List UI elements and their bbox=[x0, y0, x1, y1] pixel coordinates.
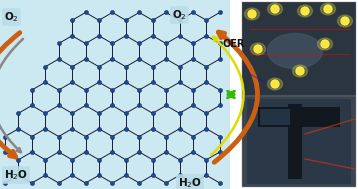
Circle shape bbox=[324, 5, 332, 13]
Ellipse shape bbox=[267, 3, 282, 15]
FancyArrowPatch shape bbox=[214, 32, 258, 162]
Ellipse shape bbox=[292, 65, 308, 77]
FancyArrowPatch shape bbox=[211, 37, 243, 155]
Circle shape bbox=[301, 7, 309, 15]
Polygon shape bbox=[0, 0, 230, 189]
Ellipse shape bbox=[245, 8, 260, 20]
Circle shape bbox=[271, 5, 279, 13]
Text: O$_2$: O$_2$ bbox=[4, 10, 19, 24]
FancyArrowPatch shape bbox=[0, 33, 20, 157]
Polygon shape bbox=[258, 107, 340, 127]
Ellipse shape bbox=[251, 43, 266, 55]
Circle shape bbox=[296, 67, 304, 75]
Ellipse shape bbox=[320, 3, 335, 15]
FancyArrowPatch shape bbox=[0, 39, 23, 152]
Ellipse shape bbox=[267, 33, 323, 68]
Polygon shape bbox=[288, 104, 302, 179]
Polygon shape bbox=[247, 99, 351, 184]
Circle shape bbox=[321, 40, 329, 48]
Ellipse shape bbox=[267, 78, 282, 90]
Polygon shape bbox=[242, 96, 356, 187]
Ellipse shape bbox=[338, 15, 353, 27]
Ellipse shape bbox=[297, 5, 313, 17]
Text: O$_2$: O$_2$ bbox=[172, 8, 187, 22]
Polygon shape bbox=[260, 109, 290, 125]
Circle shape bbox=[271, 80, 279, 88]
Ellipse shape bbox=[318, 38, 333, 50]
Text: OER: OER bbox=[222, 39, 245, 49]
Polygon shape bbox=[242, 2, 356, 96]
Text: H$_2$O: H$_2$O bbox=[178, 176, 202, 189]
Circle shape bbox=[254, 45, 262, 53]
Circle shape bbox=[341, 17, 349, 25]
Text: H$_2$O: H$_2$O bbox=[4, 168, 28, 182]
Circle shape bbox=[248, 10, 256, 18]
